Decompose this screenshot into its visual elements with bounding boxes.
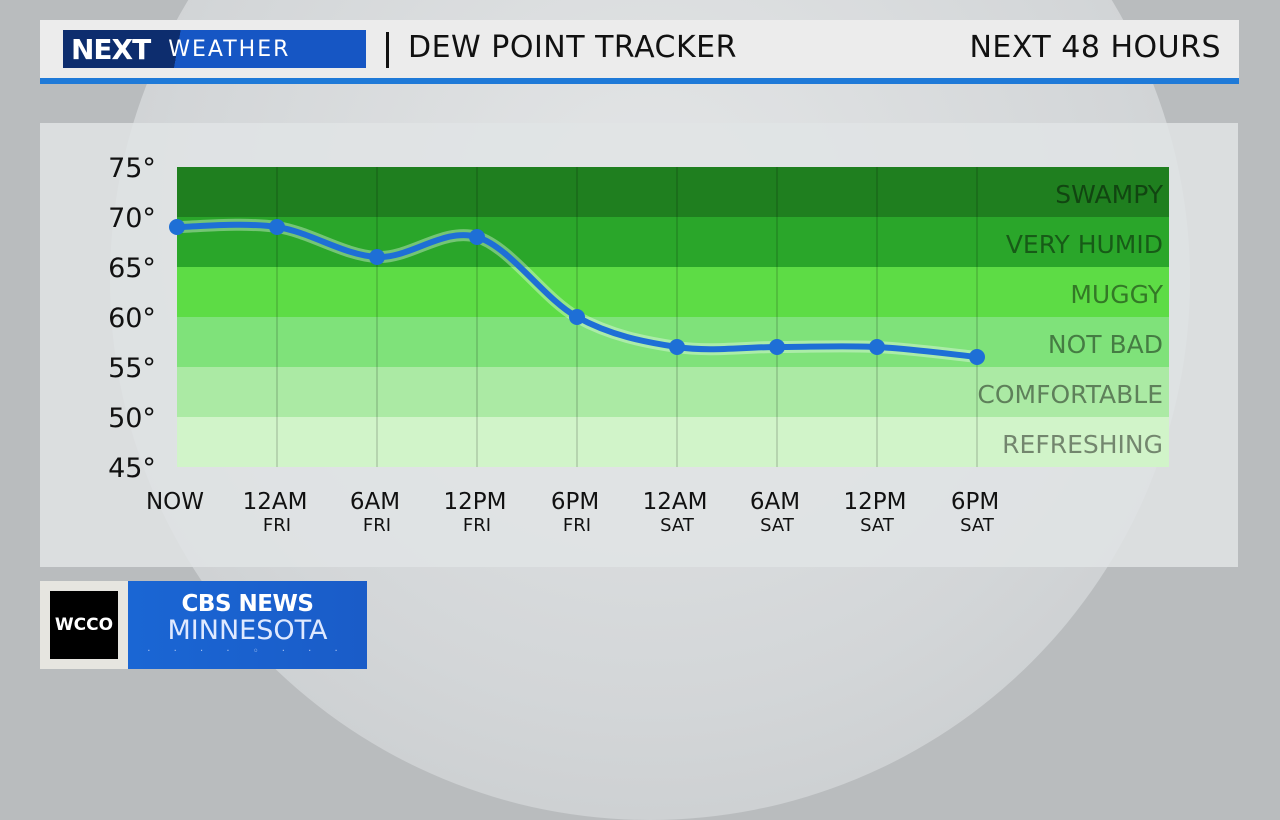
y-tick-label: 45° bbox=[108, 453, 156, 484]
band-refreshing bbox=[177, 417, 1169, 467]
dots-decoration: · · · · ◦ · · · bbox=[147, 646, 348, 657]
x-tick-label: 12AM bbox=[643, 489, 708, 515]
x-tick-label: 12AM bbox=[243, 489, 308, 515]
logo-weather: WEATHER bbox=[168, 36, 291, 62]
time-range: NEXT 48 HOURS bbox=[969, 30, 1221, 65]
x-tick-label: NOW bbox=[146, 489, 204, 515]
x-tick-label: 6AM bbox=[350, 489, 400, 515]
x-tick-day: FRI bbox=[363, 515, 391, 536]
data-point bbox=[269, 219, 285, 235]
data-point bbox=[569, 309, 585, 325]
region-name: MINNESOTA bbox=[167, 615, 328, 646]
wcco-logo: WCCO bbox=[50, 591, 118, 659]
cbs-news-logo: CBS NEWS MINNESOTA · · · · ◦ · · · bbox=[128, 581, 367, 669]
band-label: MUGGY bbox=[1070, 280, 1163, 309]
x-tick-day: FRI bbox=[263, 515, 291, 536]
band-muggy bbox=[177, 267, 1169, 317]
x-tick-day: SAT bbox=[960, 515, 995, 536]
x-tick-day: FRI bbox=[563, 515, 591, 536]
x-tick-day: SAT bbox=[660, 515, 695, 536]
x-tick-label: 6PM bbox=[951, 489, 999, 515]
x-tick-label: 6AM bbox=[750, 489, 800, 515]
x-tick-day: FRI bbox=[463, 515, 491, 536]
y-tick-label: 50° bbox=[108, 403, 156, 434]
network-name: CBS NEWS bbox=[181, 591, 314, 617]
header-bar: NEXT WEATHER DEW POINT TRACKER NEXT 48 H… bbox=[40, 20, 1239, 84]
band-label: NOT BAD bbox=[1048, 330, 1163, 359]
data-point bbox=[769, 339, 785, 355]
divider bbox=[386, 32, 389, 68]
band-label: VERY HUMID bbox=[1006, 230, 1163, 259]
page-title: DEW POINT TRACKER bbox=[408, 30, 737, 65]
band-swampy bbox=[177, 167, 1169, 217]
station-branding: WCCO CBS NEWS MINNESOTA · · · · ◦ · · · bbox=[40, 581, 367, 669]
x-tick-label: 12PM bbox=[444, 489, 507, 515]
data-point bbox=[969, 349, 985, 365]
band-very-humid bbox=[177, 217, 1169, 267]
band-label: SWAMPY bbox=[1055, 180, 1163, 209]
y-tick-label: 55° bbox=[108, 353, 156, 384]
y-tick-label: 75° bbox=[108, 153, 156, 184]
dew-point-chart: SWAMPY VERY HUMID MUGGY NOT BAD COMFORTABLE R… bbox=[108, 153, 1169, 536]
x-tick-label: 12PM bbox=[844, 489, 907, 515]
y-tick-label: 65° bbox=[108, 253, 156, 284]
x-tick-label: 6PM bbox=[551, 489, 599, 515]
band-comfortable bbox=[177, 367, 1169, 417]
data-point bbox=[169, 219, 185, 235]
x-tick-day: SAT bbox=[760, 515, 795, 536]
y-tick-label: 70° bbox=[108, 203, 156, 234]
band-label: COMFORTABLE bbox=[977, 380, 1163, 409]
logo-next: NEXT bbox=[71, 32, 151, 66]
band-label: REFRESHING bbox=[1002, 430, 1163, 459]
x-tick-day: SAT bbox=[860, 515, 895, 536]
y-tick-label: 60° bbox=[108, 303, 156, 334]
data-point bbox=[369, 249, 385, 265]
data-point bbox=[669, 339, 685, 355]
data-point bbox=[469, 229, 485, 245]
next-weather-logo: NEXT WEATHER bbox=[63, 30, 366, 68]
data-point bbox=[869, 339, 885, 355]
